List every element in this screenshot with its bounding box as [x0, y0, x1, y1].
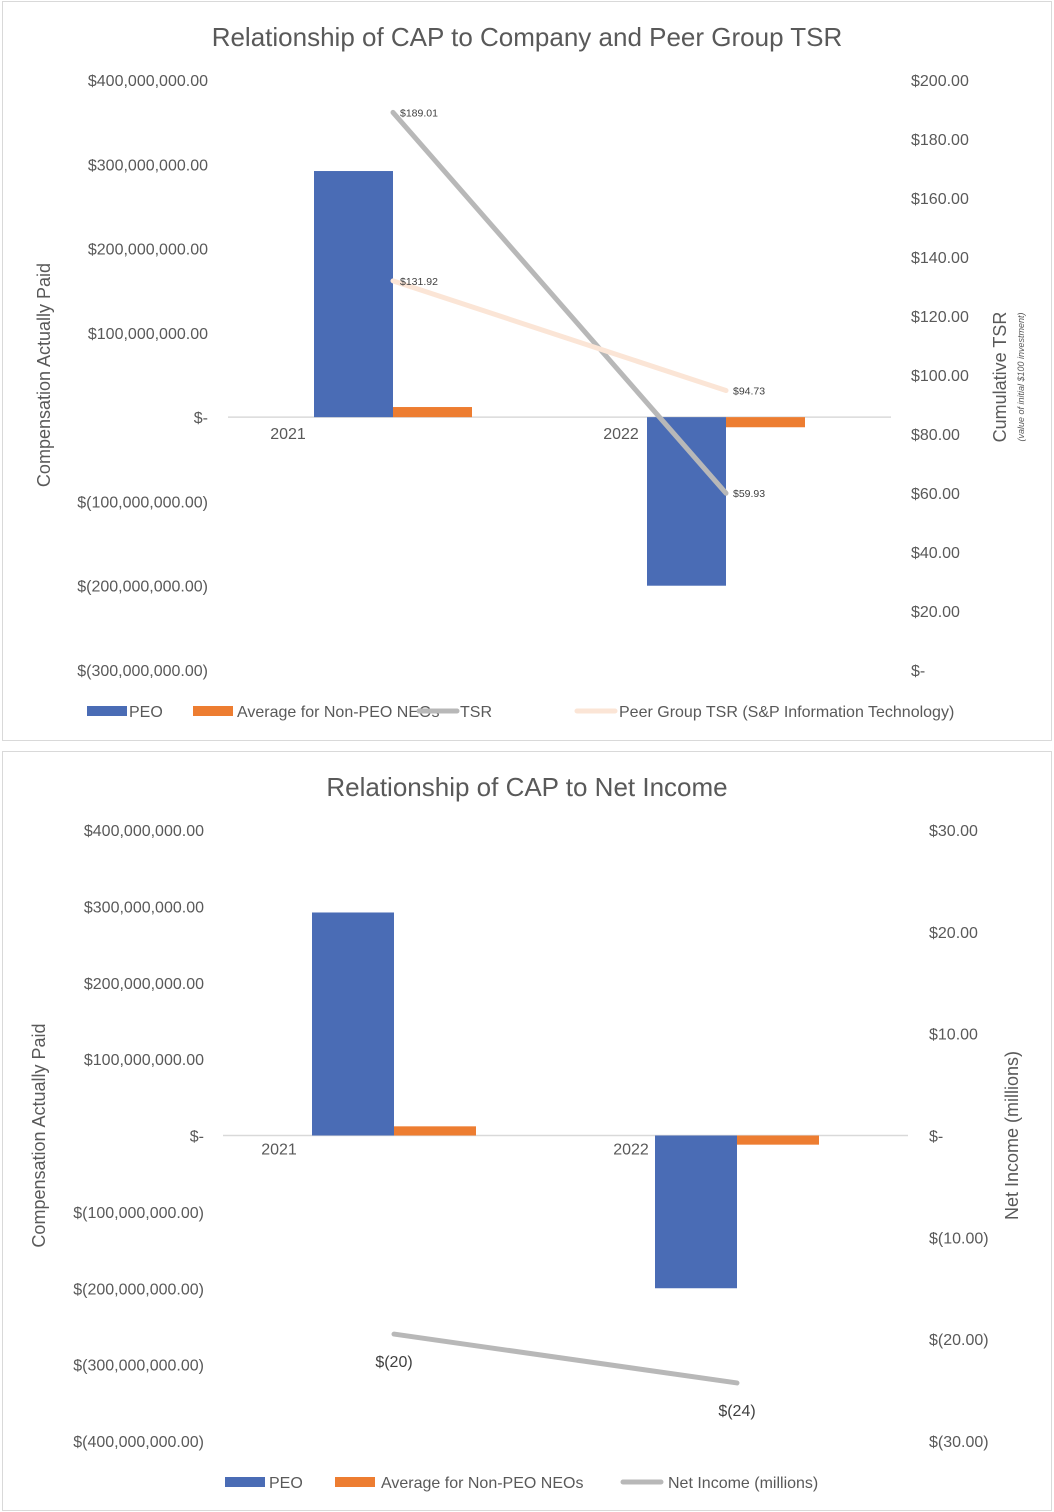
y-tick-label: $(100,000,000.00) [73, 1205, 204, 1222]
y2-tick-label: $80.00 [911, 427, 960, 444]
net-income-chart-panel: Relationship of CAP to Net Income $400,00… [2, 751, 1052, 1511]
y2-axis-subtitle: (value of initial $100 investment) [1016, 312, 1026, 441]
y-tick-label: $400,000,000.00 [88, 73, 208, 90]
legend-swatch [87, 706, 127, 716]
legend-label: TSR [460, 704, 492, 721]
legend-swatch [225, 1477, 265, 1487]
y2-tick-label: $(20.00) [929, 1332, 989, 1349]
y-tick-label: $(300,000,000.00) [77, 663, 208, 680]
peer-group-tsr-s-p-information-technology--line [390, 278, 729, 394]
y-tick-label: $200,000,000.00 [88, 242, 208, 259]
y2-tick-label: $- [911, 663, 925, 680]
chart-title: Relationship of CAP to Net Income [326, 772, 727, 802]
data-label: $131.92 [400, 276, 438, 288]
y2-tick-label: $30.00 [929, 823, 978, 840]
category-label-2021: 2021 [270, 426, 306, 443]
data-label: $(20) [375, 1354, 412, 1371]
peo-bar-2022 [655, 1135, 737, 1289]
y2-tick-label: $60.00 [911, 486, 960, 503]
peo-bar-2021 [314, 171, 393, 418]
y2-tick-label: $200.00 [911, 73, 969, 90]
y-axis-title: Compensation Actually Paid [29, 1023, 49, 1247]
y-tick-label: $200,000,000.00 [84, 976, 204, 993]
y-tick-label: $- [190, 1129, 204, 1146]
legend-label: PEO [129, 704, 163, 721]
category-label-2022: 2022 [603, 426, 639, 443]
data-label: $189.01 [400, 107, 438, 119]
category-label-2022: 2022 [613, 1142, 649, 1159]
y-tick-label: $100,000,000.00 [88, 326, 208, 343]
tsr-line [390, 109, 729, 496]
legend-label: Net Income (millions) [668, 1475, 818, 1492]
peo-bar-2022 [647, 417, 726, 586]
tsr-chart: Relationship of CAP to Company and Peer … [34, 22, 1026, 721]
y2-tick-label: $40.00 [911, 545, 960, 562]
y-tick-label: $(200,000,000.00) [73, 1281, 204, 1298]
y-tick-label: $400,000,000.00 [84, 823, 204, 840]
non-peo-bar-2022 [737, 1135, 819, 1145]
y2-axis-title: Cumulative TSR [990, 312, 1010, 443]
y2-tick-label: $20.00 [911, 604, 960, 621]
y-tick-label: $100,000,000.00 [84, 1052, 204, 1069]
chart-title: Relationship of CAP to Company and Peer … [212, 22, 843, 52]
category-label-2021: 2021 [261, 1142, 297, 1159]
non-peo-bar-2022 [726, 417, 805, 428]
legend-label: PEO [269, 1475, 303, 1492]
y-tick-label: $300,000,000.00 [84, 899, 204, 916]
y-tick-label: $(200,000,000.00) [77, 579, 208, 596]
y2-tick-label: $(10.00) [929, 1230, 989, 1247]
y-tick-label: $300,000,000.00 [88, 157, 208, 174]
tsr-chart-panel: Relationship of CAP to Company and Peer … [2, 1, 1052, 741]
legend-swatch [335, 1477, 375, 1487]
y2-tick-label: $(30.00) [929, 1434, 989, 1451]
y2-tick-label: $- [929, 1129, 943, 1146]
y2-tick-label: $20.00 [929, 925, 978, 942]
y-tick-label: $(400,000,000.00) [73, 1434, 204, 1451]
non-peo-bar-2021 [394, 1126, 476, 1136]
data-label: $(24) [718, 1403, 755, 1420]
legend-swatch [193, 706, 233, 716]
data-label: $59.93 [733, 488, 765, 500]
non-peo-bar-2021 [393, 407, 472, 418]
legend-label: Average for Non-PEO NEOs [237, 704, 439, 721]
data-label: $94.73 [733, 386, 765, 398]
legend-label: Peer Group TSR (S&P Information Technolo… [619, 704, 954, 721]
net-income-chart: Relationship of CAP to Net Income $400,00… [29, 772, 1022, 1492]
y-tick-label: $(300,000,000.00) [73, 1358, 204, 1375]
y-axis-title: Compensation Actually Paid [34, 263, 54, 487]
y-tick-label: $(100,000,000.00) [77, 494, 208, 511]
net-income-millions--line [391, 1331, 740, 1386]
y-tick-label: $- [194, 410, 208, 427]
y2-tick-label: $10.00 [929, 1027, 978, 1044]
peo-bar-2021 [312, 912, 394, 1136]
y2-tick-label: $140.00 [911, 250, 969, 267]
y2-axis-title: Net Income (millions) [1002, 1051, 1022, 1220]
y2-tick-label: $160.00 [911, 191, 969, 208]
y2-tick-label: $180.00 [911, 132, 969, 149]
y2-tick-label: $120.00 [911, 309, 969, 326]
legend-label: Average for Non-PEO NEOs [381, 1475, 583, 1492]
y2-tick-label: $100.00 [911, 368, 969, 385]
